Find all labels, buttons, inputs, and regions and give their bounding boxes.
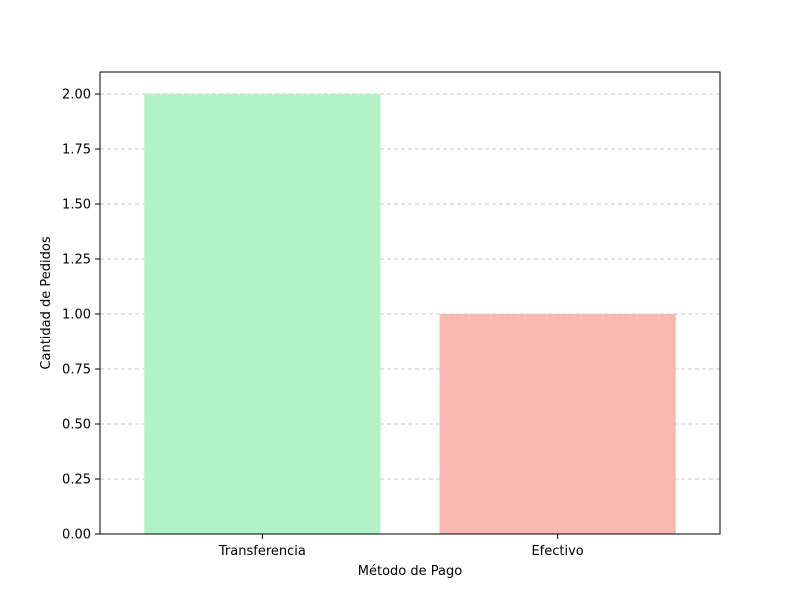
x-tick-label: Transferencia [218,544,306,559]
x-axis-label: Método de Pago [358,564,462,579]
plot-frame [99,71,721,535]
y-tick-label: 0.00 [62,528,91,543]
bar-transferencia [144,94,381,534]
y-tick-label: 1.50 [62,198,91,213]
y-tick-label: 1.00 [62,308,91,323]
y-tick-label: 2.00 [62,88,91,103]
bars [144,94,676,534]
y-tick-label: 1.25 [62,253,91,268]
x-axis-ticks: Transferencia Efectivo [218,534,584,559]
y-tick-label: 1.75 [62,143,91,158]
y-axis-label: Cantidad de Pedidos [39,236,54,369]
y-axis-ticks: 0.00 0.25 0.50 0.75 1.00 1.25 1.50 1.75 2.00 [62,88,100,543]
x-tick-label: Efectivo [531,544,583,559]
bar-efectivo [439,314,676,534]
y-tick-label: 0.75 [62,363,91,378]
y-tick-label: 0.50 [62,418,91,433]
y-tick-label: 0.25 [62,473,91,488]
